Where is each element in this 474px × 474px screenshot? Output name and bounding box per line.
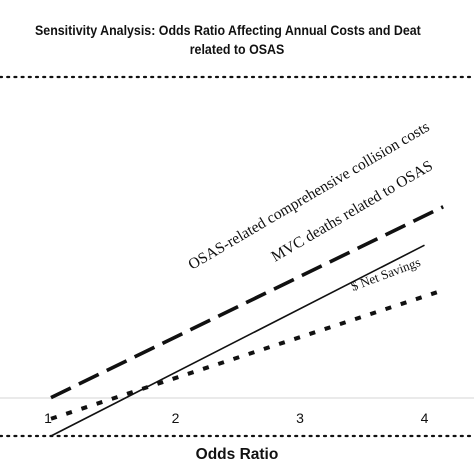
x-tick-label-4: 4 xyxy=(421,410,429,426)
series-line-collision-costs xyxy=(50,205,444,400)
series-label-collision-costs: OSAS-related comprehensive collision cos… xyxy=(185,118,432,273)
x-axis-label: Odds Ratio xyxy=(196,446,279,463)
x-tick-label-2: 2 xyxy=(172,410,180,426)
series-line-net-savings xyxy=(50,288,444,421)
series-label-net-savings: $ Net Savings xyxy=(349,254,423,294)
series-line-mvc-deaths xyxy=(50,244,425,437)
x-tick-label-3: 3 xyxy=(296,410,304,426)
chart-title-line-1: Sensitivity Analysis: Odds Ratio Affecti… xyxy=(35,23,421,38)
x-tick-label-1: 1 xyxy=(44,410,52,426)
chart-title-line-2: related to OSAS xyxy=(189,42,285,57)
